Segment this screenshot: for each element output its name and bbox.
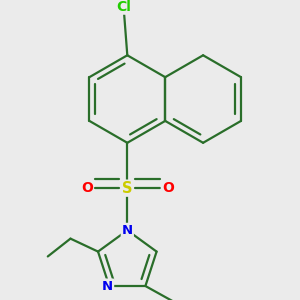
Text: O: O: [162, 181, 174, 195]
Text: Cl: Cl: [117, 0, 131, 14]
Text: S: S: [122, 181, 133, 196]
Text: O: O: [81, 181, 93, 195]
Text: N: N: [102, 280, 113, 292]
Text: N: N: [122, 224, 133, 237]
